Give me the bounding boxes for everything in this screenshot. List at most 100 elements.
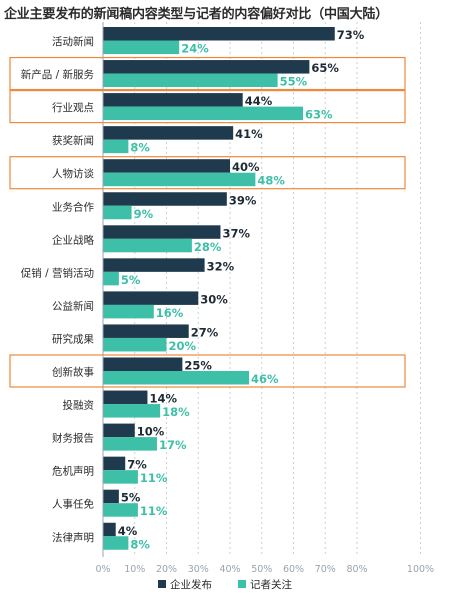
data-label: 40% bbox=[232, 160, 260, 174]
x-tick-label: 100% bbox=[407, 564, 434, 575]
bar-journalist bbox=[103, 470, 138, 484]
bar-company bbox=[103, 159, 230, 173]
bar-journalist bbox=[103, 73, 278, 88]
data-label: 11% bbox=[140, 504, 168, 518]
category-label: 活动新闻 bbox=[52, 35, 94, 48]
data-label: 14% bbox=[149, 392, 177, 406]
x-tick-label: 10% bbox=[124, 564, 145, 575]
category-label: 公益新闻 bbox=[52, 299, 94, 312]
data-label: 18% bbox=[162, 405, 190, 419]
bar-journalist bbox=[103, 172, 256, 187]
bar-journalist bbox=[103, 337, 167, 352]
data-label: 30% bbox=[200, 292, 228, 306]
category-label: 行业观点 bbox=[52, 101, 94, 114]
bar-journalist bbox=[103, 271, 119, 286]
category-label: 新产品 / 新服务 bbox=[21, 68, 95, 81]
data-label: 44% bbox=[245, 94, 273, 108]
bar-company bbox=[103, 423, 135, 438]
bar-company bbox=[103, 27, 335, 41]
data-label: 48% bbox=[257, 174, 285, 188]
bar-company bbox=[103, 489, 119, 504]
legend-label: 记者关注 bbox=[250, 578, 292, 591]
data-label: 8% bbox=[130, 141, 150, 155]
bar-company bbox=[103, 357, 183, 371]
category-label: 人事任免 bbox=[52, 498, 94, 511]
legend-swatch bbox=[158, 580, 166, 588]
data-label: 9% bbox=[134, 207, 154, 221]
category-label: 研究成果 bbox=[52, 332, 94, 345]
bar-company bbox=[103, 324, 189, 338]
bar-company bbox=[103, 258, 205, 272]
bar-company bbox=[103, 93, 243, 107]
bar-journalist bbox=[103, 371, 250, 385]
x-tick-label: 40% bbox=[219, 564, 240, 575]
highlight-box bbox=[9, 156, 406, 190]
bar-journalist bbox=[103, 536, 129, 550]
data-label: 73% bbox=[337, 28, 365, 42]
bar-company bbox=[103, 291, 199, 305]
bar-journalist bbox=[103, 205, 132, 220]
bar-company bbox=[103, 126, 234, 140]
bar-journalist bbox=[103, 238, 192, 253]
data-label: 37% bbox=[222, 226, 250, 240]
bar-journalist bbox=[103, 404, 161, 418]
bar-journalist bbox=[103, 503, 138, 517]
bar-company bbox=[103, 60, 310, 74]
bar-journalist bbox=[103, 40, 180, 54]
data-label: 16% bbox=[156, 306, 184, 320]
x-tick-label: 50% bbox=[251, 564, 272, 575]
x-tick-label: 80% bbox=[346, 564, 367, 575]
bar-company bbox=[103, 390, 148, 405]
data-label: 10% bbox=[137, 425, 165, 439]
category-label: 人物访谈 bbox=[52, 167, 94, 180]
data-label: 17% bbox=[159, 438, 187, 452]
category-label: 企业战略 bbox=[52, 233, 94, 246]
data-label: 28% bbox=[194, 240, 222, 254]
category-label: 危机声明 bbox=[52, 465, 94, 478]
data-label: 25% bbox=[184, 359, 212, 373]
data-label: 46% bbox=[251, 372, 279, 386]
category-label: 促销 / 营销活动 bbox=[21, 266, 94, 279]
x-tick-label: 0% bbox=[95, 564, 110, 575]
highlight-box bbox=[9, 89, 406, 124]
data-label: 63% bbox=[305, 108, 333, 122]
bar-company bbox=[103, 522, 116, 537]
category-label: 财务报告 bbox=[52, 432, 94, 445]
bar-company bbox=[103, 225, 221, 239]
category-label: 投融资 bbox=[63, 399, 95, 412]
data-label: 5% bbox=[121, 273, 141, 287]
data-label: 20% bbox=[169, 339, 197, 353]
data-label: 55% bbox=[280, 75, 308, 89]
highlight-box bbox=[9, 354, 406, 388]
bar-journalist bbox=[103, 437, 157, 451]
data-label: 41% bbox=[235, 127, 263, 141]
bar-company bbox=[103, 192, 227, 206]
bar-company bbox=[103, 456, 126, 471]
data-label: 4% bbox=[118, 524, 138, 538]
data-label: 27% bbox=[191, 325, 219, 339]
bar-journalist bbox=[103, 106, 304, 121]
x-tick-label: 70% bbox=[315, 564, 336, 575]
bar-journalist bbox=[103, 304, 154, 319]
chart-title: 企业主要发布的新闻稿内容类型与记者的内容偏好对比（中国大陆） bbox=[4, 7, 389, 22]
x-tick-label: 60% bbox=[283, 564, 304, 575]
x-tick-label: 20% bbox=[156, 564, 177, 575]
data-label: 8% bbox=[130, 537, 150, 551]
data-label: 7% bbox=[127, 458, 147, 472]
bar-journalist bbox=[103, 139, 129, 154]
highlight-box bbox=[9, 56, 406, 91]
category-label: 法律声明 bbox=[52, 531, 94, 544]
legend-swatch bbox=[238, 580, 246, 588]
x-tick-label: 30% bbox=[188, 564, 209, 575]
data-label: 11% bbox=[140, 471, 168, 485]
data-label: 5% bbox=[121, 491, 141, 505]
category-label: 获奖新闻 bbox=[52, 134, 94, 147]
data-label: 39% bbox=[229, 193, 257, 207]
category-label: 业务合作 bbox=[52, 200, 94, 213]
data-label: 24% bbox=[181, 42, 209, 56]
data-label: 65% bbox=[311, 61, 339, 75]
legend-label: 企业发布 bbox=[170, 578, 212, 591]
category-label: 创新故事 bbox=[52, 366, 94, 379]
data-label: 32% bbox=[207, 259, 235, 273]
